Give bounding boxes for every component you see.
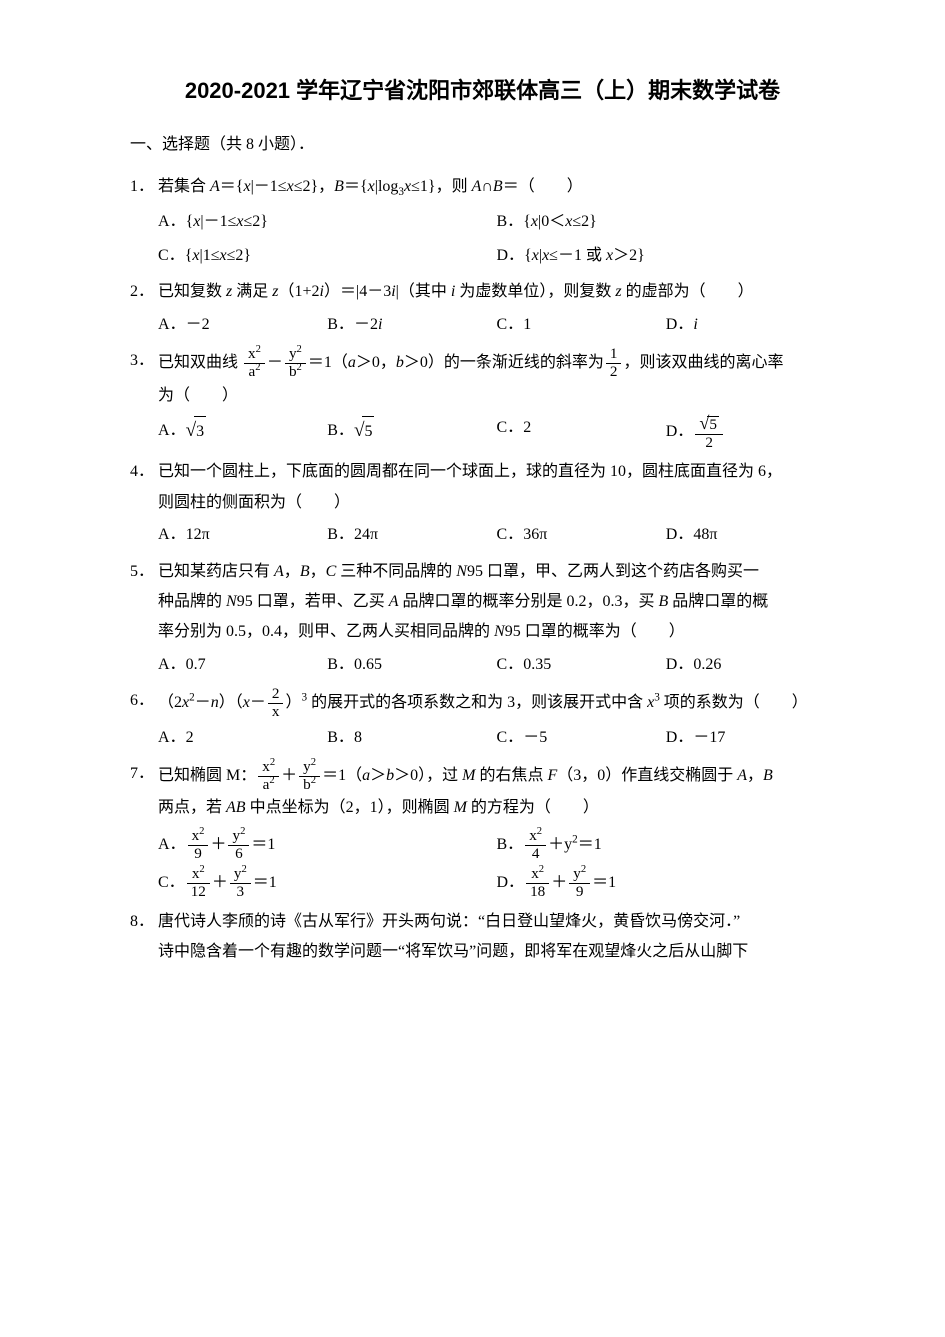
option-A: A．{x|－1≤x≤2} — [158, 207, 497, 237]
option-label: B． — [327, 316, 354, 333]
option-D: D．√52 — [666, 413, 835, 451]
option-label: B． — [327, 656, 354, 673]
question-number: 5． — [130, 557, 158, 587]
question-body-cont: 两点，若 AB 中点坐标为（2，1），则椭圆 M 的方程为（ ） — [130, 793, 835, 823]
option-C: C．36π — [497, 520, 666, 550]
option-D: D．0.26 — [666, 650, 835, 680]
question-3: 3．已知双曲线 x2a2－y2b2＝1（a＞0，b＞0）的一条渐近线的斜率为12… — [130, 346, 835, 451]
option-B: B．24π — [327, 520, 496, 550]
option-A: A．12π — [158, 520, 327, 550]
question-number: 4． — [130, 457, 158, 487]
question-body: 唐代诗人李颀的诗《古从军行》开头两句说：“白日登山望烽火，黄昏饮马傍交河．” — [158, 907, 835, 937]
option-label: A． — [158, 836, 186, 853]
question-body: 若集合 A＝{x|－1≤x≤2}，B＝{x|log3x≤1}，则 A∩B＝（ ） — [158, 172, 835, 202]
option-B: B．0.65 — [327, 650, 496, 680]
options: A．√3B．√5C．2D．√52 — [130, 413, 835, 451]
option-A: A．x29＋y26＝1 — [158, 828, 497, 862]
question-body: 已知某药店只有 A，B，C 三种不同品牌的 N95 口罩，甲、乙两人到这个药店各… — [158, 557, 835, 587]
question-body: 已知双曲线 x2a2－y2b2＝1（a＞0，b＞0）的一条渐近线的斜率为12，则… — [158, 346, 835, 380]
question-body-cont: 诗中隐含着一个有趣的数学问题一“将军饮马”问题，即将军在观望烽火之后从山脚下 — [130, 937, 835, 967]
option-A: A．0.7 — [158, 650, 327, 680]
question-body: 已知一个圆柱上，下底面的圆周都在同一个球面上，球的直径为 10，圆柱底面直径为 … — [158, 457, 835, 487]
option-B: B．√5 — [327, 413, 496, 451]
question-6: 6．（2x2－n）（x－2x）3 的展开式的各项系数之和为 3，则该展开式中含 … — [130, 686, 835, 753]
option-D: D．i — [666, 310, 835, 340]
question-7: 7．已知椭圆 M：x2a2＋y2b2＝1（a＞b＞0），过 M 的右焦点 F（3… — [130, 759, 835, 901]
option-label: D． — [666, 316, 694, 333]
options: A．x29＋y26＝1B．x24＋y2＝1C．x212＋y23＝1D．x218＋… — [130, 824, 835, 901]
option-label: B． — [497, 213, 524, 230]
option-label: C． — [158, 874, 185, 891]
section-header: 一、选择题（共 8 小题）． — [130, 130, 835, 160]
option-A: A．2 — [158, 723, 327, 753]
option-D: D．x218＋y29＝1 — [497, 866, 836, 900]
option-label: D． — [666, 526, 694, 543]
option-C: C．2 — [497, 413, 666, 451]
option-label: D． — [666, 656, 694, 673]
page-title: 2020-2021 学年辽宁省沈阳市郊联体高三（上）期末数学试卷 — [130, 70, 835, 112]
option-D: D．48π — [666, 520, 835, 550]
question-number: 8． — [130, 907, 158, 937]
option-label: D． — [497, 247, 525, 264]
option-label: A． — [158, 656, 186, 673]
question-2: 2．已知复数 z 满足 z（1+2i）＝|4－3i|（其中 i 为虚数单位），则… — [130, 277, 835, 340]
option-label: B． — [327, 526, 354, 543]
options: A．2B．8C．－5D．－17 — [130, 723, 835, 753]
option-label: C． — [497, 419, 524, 436]
question-body: 已知复数 z 满足 z（1+2i）＝|4－3i|（其中 i 为虚数单位），则复数… — [158, 277, 835, 307]
option-C: C．0.35 — [497, 650, 666, 680]
question-number: 6． — [130, 686, 158, 720]
option-label: D． — [497, 874, 525, 891]
question-body-cont: 种品牌的 N95 口罩，若甲、乙买 A 品牌口罩的概率分别是 0.2，0.3，买… — [130, 587, 835, 617]
options: A．12πB．24πC．36πD．48π — [130, 520, 835, 550]
option-label: A． — [158, 316, 186, 333]
option-label: D． — [666, 423, 694, 440]
option-label: A． — [158, 729, 186, 746]
question-number: 1． — [130, 172, 158, 202]
option-label: B． — [497, 836, 524, 853]
question-number: 2． — [130, 277, 158, 307]
question-number: 3． — [130, 346, 158, 380]
option-label: C． — [497, 526, 524, 543]
option-label: A． — [158, 422, 186, 439]
option-D: D．－17 — [666, 723, 835, 753]
options: A．－2B．－2iC．1D．i — [130, 310, 835, 340]
option-C: C．1 — [497, 310, 666, 340]
option-label: A． — [158, 213, 186, 230]
question-body-cont: 为（ ） — [130, 381, 835, 411]
option-label: C． — [497, 729, 524, 746]
option-B: B．8 — [327, 723, 496, 753]
option-label: C． — [158, 247, 185, 264]
option-label: B． — [327, 729, 354, 746]
option-C: C．{x|1≤x≤2} — [158, 241, 497, 271]
option-D: D．{x|x≤－1 或 x＞2} — [497, 241, 836, 271]
question-body: （2x2－n）（x－2x）3 的展开式的各项系数之和为 3，则该展开式中含 x3… — [158, 686, 835, 720]
options: A．{x|－1≤x≤2}B．{x|0＜x≤2}C．{x|1≤x≤2}D．{x|x… — [130, 203, 835, 272]
option-B: B．x24＋y2＝1 — [497, 828, 836, 862]
option-A: A．√3 — [158, 413, 327, 451]
question-number: 7． — [130, 759, 158, 793]
options: A．0.7B．0.65C．0.35D．0.26 — [130, 650, 835, 680]
option-label: A． — [158, 526, 186, 543]
option-B: B．－2i — [327, 310, 496, 340]
question-8: 8．唐代诗人李颀的诗《古从军行》开头两句说：“白日登山望烽火，黄昏饮马傍交河．”… — [130, 907, 835, 968]
option-B: B．{x|0＜x≤2} — [497, 207, 836, 237]
question-1: 1．若集合 A＝{x|－1≤x≤2}，B＝{x|log3x≤1}，则 A∩B＝（… — [130, 172, 835, 271]
option-C: C．－5 — [497, 723, 666, 753]
exam-page: 2020-2021 学年辽宁省沈阳市郊联体高三（上）期末数学试卷 一、选择题（共… — [0, 0, 945, 1033]
option-A: A．－2 — [158, 310, 327, 340]
option-label: B． — [327, 422, 354, 439]
option-label: C． — [497, 316, 524, 333]
option-label: C． — [497, 656, 524, 673]
option-label: D． — [666, 729, 694, 746]
question-4: 4．已知一个圆柱上，下底面的圆周都在同一个球面上，球的直径为 10，圆柱底面直径… — [130, 457, 835, 550]
questions-container: 1．若集合 A＝{x|－1≤x≤2}，B＝{x|log3x≤1}，则 A∩B＝（… — [130, 172, 835, 967]
question-body-cont: 率分别为 0.5，0.4，则甲、乙两人买相同品牌的 N95 口罩的概率为（ ） — [130, 617, 835, 647]
question-body: 已知椭圆 M：x2a2＋y2b2＝1（a＞b＞0），过 M 的右焦点 F（3，0… — [158, 759, 835, 793]
option-C: C．x212＋y23＝1 — [158, 866, 497, 900]
question-body-cont: 则圆柱的侧面积为（ ） — [130, 488, 835, 518]
question-5: 5．已知某药店只有 A，B，C 三种不同品牌的 N95 口罩，甲、乙两人到这个药… — [130, 557, 835, 681]
